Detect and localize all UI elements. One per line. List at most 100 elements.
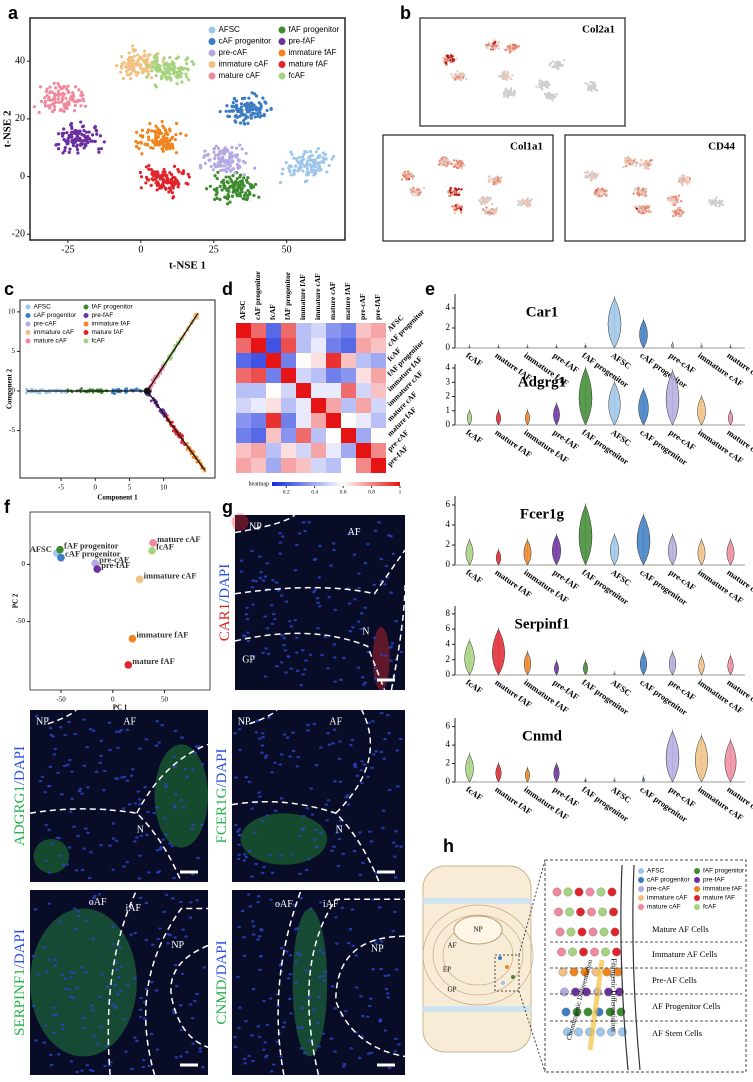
violin (585, 779, 587, 782)
cell-dot (77, 132, 80, 135)
cell-dot (187, 78, 190, 81)
stain-label: CNMD/DAPI (214, 940, 230, 1024)
column-label: immature cAF (313, 273, 322, 320)
expression-dot (551, 98, 553, 100)
expression-dot (460, 211, 462, 213)
nucleus (238, 749, 242, 751)
nucleus (263, 615, 267, 617)
expression-dot (682, 211, 684, 213)
nucleus (299, 897, 303, 899)
cell-sphere (557, 948, 565, 956)
expression-dot (517, 204, 519, 206)
nucleus (64, 977, 68, 979)
cell-dot (144, 181, 147, 184)
cell-dot (312, 168, 315, 171)
y-tick-label: 0 (446, 419, 451, 429)
cell-dot (159, 131, 162, 134)
violin (698, 540, 705, 565)
nucleus (334, 1007, 338, 1009)
nucleus (158, 927, 162, 929)
heatmap-cell (341, 443, 356, 458)
cell-dot (122, 77, 125, 80)
nucleus (382, 757, 386, 759)
expression-dot (555, 62, 557, 64)
cell-dot (253, 92, 256, 95)
nucleus (184, 768, 188, 770)
nucleus (32, 1005, 36, 1007)
cell-dot (232, 191, 235, 194)
cell-dot (301, 155, 304, 158)
nucleus (111, 943, 115, 945)
cell-dot (129, 77, 132, 80)
nucleus (342, 657, 346, 659)
cell-dot (135, 131, 138, 134)
nucleus (53, 753, 57, 755)
legend-swatch (84, 313, 89, 318)
cell-dot (229, 164, 232, 167)
cell-dot (240, 190, 243, 193)
cell-dot (161, 142, 164, 145)
nucleus (201, 1066, 205, 1068)
violin (554, 661, 558, 675)
column-label: AFSC (238, 300, 247, 320)
nucleus (353, 553, 357, 555)
nucleus (247, 640, 251, 642)
cell-dot (69, 97, 72, 100)
cell-dot (265, 109, 268, 112)
nucleus (111, 1003, 115, 1005)
nucleus (304, 659, 308, 661)
nucleus (47, 829, 51, 831)
nucleus (102, 789, 106, 791)
expression-dot (675, 195, 677, 197)
cell-dot (86, 140, 89, 143)
cell-dot (225, 175, 228, 178)
cell-dot (120, 66, 123, 69)
nucleus (261, 652, 265, 654)
heatmap-cell (296, 368, 311, 383)
heatmap-cell (371, 413, 386, 428)
cell-dot (44, 100, 47, 103)
nucleus (295, 544, 299, 546)
heatmap-cell (371, 338, 386, 353)
heatmap-cell (311, 353, 326, 368)
cell-dot (151, 171, 154, 174)
cell-dot (146, 58, 149, 61)
cell-dot (192, 63, 195, 66)
nucleus (34, 908, 38, 910)
region-label: NP (171, 940, 184, 951)
panel-letter: c (4, 279, 14, 299)
legend-label: mature cAF (219, 71, 260, 80)
cell-dot (261, 97, 264, 100)
nucleus (166, 942, 170, 944)
nucleus (181, 928, 185, 930)
heatmap-cell (296, 323, 311, 338)
cell-dot (238, 143, 241, 146)
nucleus (307, 858, 311, 860)
nucleus (88, 877, 92, 879)
heatmap-cell (281, 353, 296, 368)
cell-dot (179, 132, 182, 135)
expression-dot (715, 205, 717, 207)
nucleus (156, 1048, 160, 1050)
column-label: pre-cAF (358, 293, 367, 320)
expression-dot (453, 212, 455, 214)
expression-dot (496, 178, 498, 180)
expression-dot (550, 62, 552, 64)
nucleus (351, 739, 355, 741)
nucleus (314, 558, 318, 560)
expression-dot (679, 210, 681, 212)
nucleus (93, 1034, 97, 1036)
expression-dot (513, 44, 515, 46)
nucleus (89, 851, 93, 853)
cell-dot (45, 90, 48, 93)
nucleus (100, 740, 104, 742)
region-label: N (336, 825, 343, 836)
cell-dot (146, 54, 149, 57)
nucleus (103, 1065, 107, 1067)
region-label: NP (36, 716, 49, 727)
expression-dot (622, 166, 624, 168)
cell-dot (253, 167, 256, 170)
nucleus (118, 946, 122, 948)
region-label: NP (249, 522, 262, 533)
nucleus (394, 830, 398, 832)
